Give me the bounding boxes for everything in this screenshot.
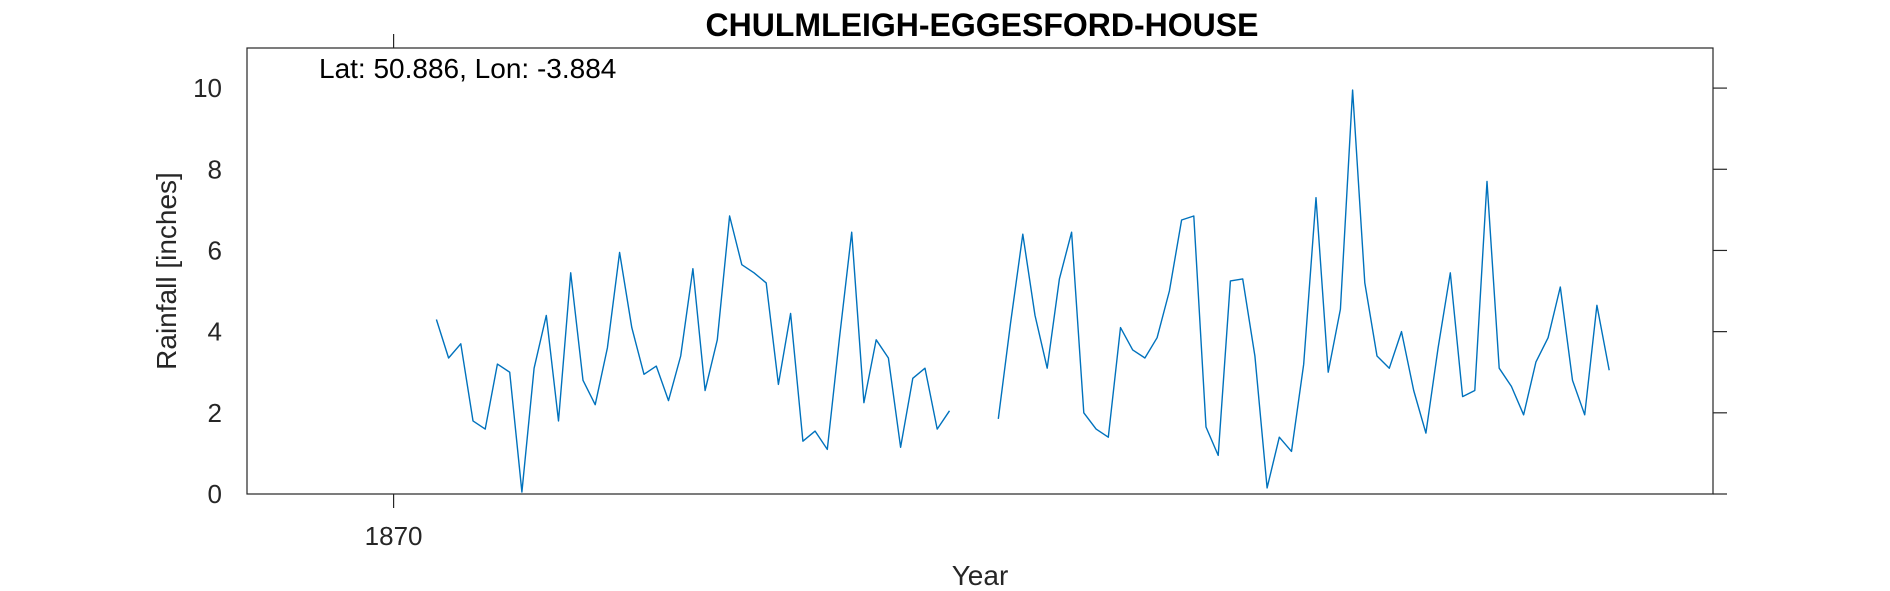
y-tick-label: 10 [193,73,222,103]
y-tick-label: 4 [208,317,222,347]
x-axis-ticks: 1870 [365,34,423,551]
chart-title: CHULMLEIGH-EGGESFORD-HOUSE [706,7,1259,43]
x-axis-label: Year [952,560,1009,591]
x-tick-label: 1870 [365,521,423,551]
y-tick-label: 0 [208,479,222,509]
y-tick-label: 8 [208,154,222,184]
y-tick-label: 2 [208,398,222,428]
location-annotation: Lat: 50.886, Lon: -3.884 [319,53,616,84]
rainfall-series-line [436,216,949,492]
y-axis-ticks: 0 2 4 6 8 10 [193,73,1727,509]
rainfall-series-line [998,90,1609,488]
y-axis-label: Rainfall [inches] [151,172,182,370]
rainfall-series [436,90,1609,492]
y-tick-label: 6 [208,235,222,265]
